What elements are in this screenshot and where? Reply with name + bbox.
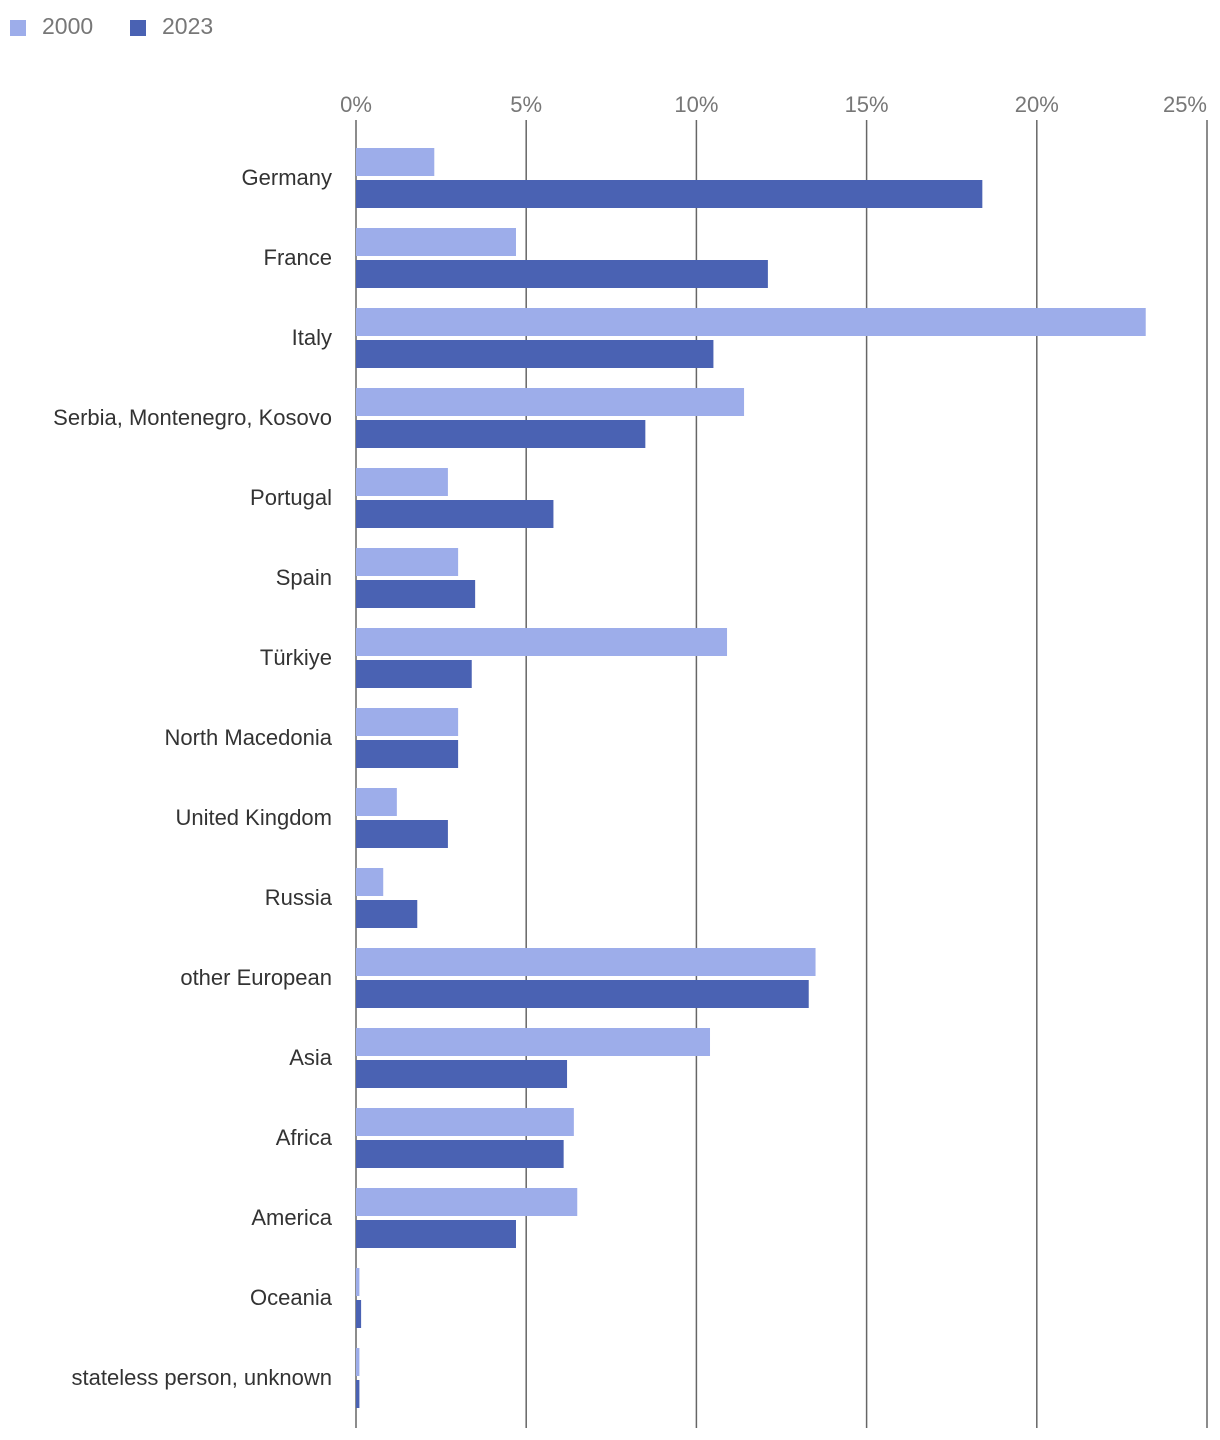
category-label-oceania: Oceania [250,1285,333,1310]
bar-africa-2023 [356,1140,564,1168]
bar-america-2000 [356,1188,578,1216]
bar-serbia-montenegro-kosovo-2000 [356,388,745,416]
category-label-north-macedonia: North Macedonia [164,725,332,750]
bar-portugal-2000 [356,468,448,496]
bar-serbia-montenegro-kosovo-2023 [356,420,646,448]
bar-asia-2000 [356,1028,711,1056]
category-label-germany: Germany [242,165,332,190]
category-label-portugal: Portugal [250,485,332,510]
category-label-america: America [251,1205,332,1230]
bar-spain-2023 [356,580,476,608]
category-label-united-kingdom: United Kingdom [175,805,332,830]
category-label-africa: Africa [276,1125,333,1150]
category-label-france: France [264,245,332,270]
bar-africa-2000 [356,1108,574,1136]
x-tick-label-5: 5% [510,92,542,117]
bar-russia-2023 [356,900,418,928]
bar-north-macedonia-2023 [356,740,459,768]
bar-spain-2000 [356,548,459,576]
category-label-russia: Russia [265,885,333,910]
bar-other-european-2000 [356,948,816,976]
legend: 2000 2023 [10,13,213,39]
bar-germany-2023 [356,180,983,208]
bar-united-kingdom-2023 [356,820,448,848]
category-label-stateless-person-unknown: stateless person, unknown [72,1365,333,1390]
category-label-spain: Spain [276,565,332,590]
x-tick-label-25: 25% [1163,92,1207,117]
category-label-italy: Italy [292,325,332,350]
bar-oceania-2000 [356,1268,360,1296]
legend-swatch-2023 [130,20,146,36]
bar-other-european-2023 [356,980,809,1008]
bar-france-2000 [356,228,516,256]
bar-north-macedonia-2000 [356,708,459,736]
bar-oceania-2023 [356,1300,362,1328]
category-label-t-rkiye: Türkiye [260,645,332,670]
bar-italy-2000 [356,308,1146,336]
legend-swatch-2000 [10,20,26,36]
legend-label-2000: 2000 [42,13,93,39]
x-tick-label-0: 0% [340,92,372,117]
category-label-other-european: other European [180,965,332,990]
bar-t-rkiye-2000 [356,628,728,656]
bar-germany-2000 [356,148,435,176]
x-tick-label-20: 20% [1015,92,1059,117]
bar-united-kingdom-2000 [356,788,397,816]
bar-stateless-person-unknown-2023 [356,1380,360,1408]
bars [356,148,1146,1408]
category-label-asia: Asia [289,1045,333,1070]
x-axis-tick-labels: 0% 5% 10% 15% 20% 25% [340,92,1207,117]
x-tick-label-10: 10% [674,92,718,117]
bar-t-rkiye-2023 [356,660,472,688]
category-labels: Germany France Italy Serbia, Montenegro, Ko… [53,165,333,1390]
bar-italy-2023 [356,340,714,368]
bar-america-2023 [356,1220,516,1248]
legend-label-2023: 2023 [162,13,213,39]
bar-asia-2023 [356,1060,568,1088]
x-tick-label-15: 15% [845,92,889,117]
bar-portugal-2023 [356,500,554,528]
bar-france-2023 [356,260,768,288]
bar-stateless-person-unknown-2000 [356,1348,360,1376]
bar-russia-2000 [356,868,384,896]
category-label-serbia-montenegro-kosovo: Serbia, Montenegro, Kosovo [53,405,332,430]
